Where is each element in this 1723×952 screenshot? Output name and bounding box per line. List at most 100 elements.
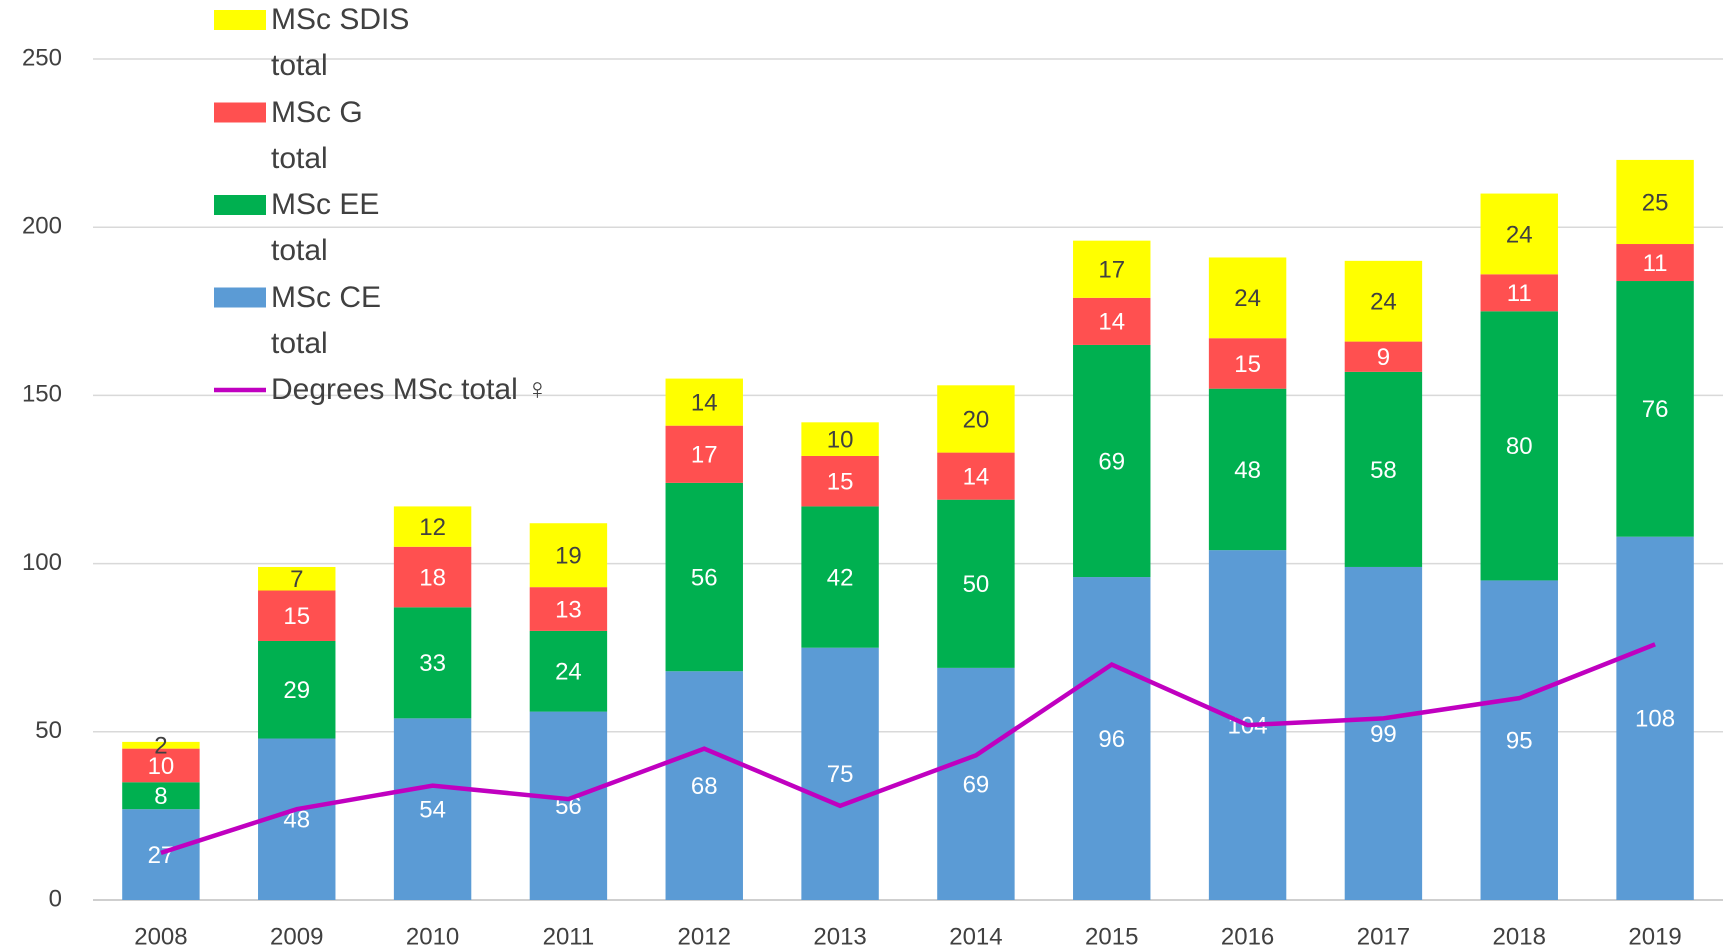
legend-label: MSc EE total [271,188,380,267]
data-label: 96 [1098,726,1125,753]
legend-marker [214,195,266,215]
bar-segment [665,378,743,426]
data-label: 20 [963,406,990,433]
data-label: 33 [419,650,446,677]
data-label: 9 [1377,344,1390,371]
x-tick-label: 2011 [543,923,595,950]
bar-segment [258,590,336,641]
data-label: 7 [290,566,303,593]
bar-segment [665,671,743,900]
legend-label: MSc SDIS total [271,3,410,82]
bar-segment [529,523,608,588]
data-label: 15 [283,603,310,630]
data-label: 24 [1234,285,1261,312]
bar-segment [1480,193,1558,275]
data-label: 54 [419,797,446,824]
bar-segment [1616,159,1694,245]
bar-segment [801,647,879,900]
data-label: 2 [154,733,167,760]
bar-segment [122,782,200,810]
data-label: 75 [827,761,854,788]
data-label: 76 [1642,396,1669,423]
bar-segment [1073,344,1151,578]
bar-segment [937,452,1015,500]
legend-label: MSc G total [271,95,363,175]
x-tick-label: 2010 [406,923,459,950]
legend-label: MSc CE total [271,280,382,360]
bar-segment [393,607,472,719]
x-tick-label: 2009 [270,923,323,950]
data-label: 69 [1098,448,1125,475]
bar-segment [529,630,608,712]
bar-segment [1208,257,1287,339]
data-label: 12 [419,514,446,541]
data-label: 58 [1370,457,1397,484]
bar-segment [1480,274,1558,312]
bar-segment [801,455,879,507]
data-label: 95 [1506,728,1533,755]
data-label: 42 [827,564,854,591]
data-label: 68 [691,773,718,800]
bar-segment [393,506,472,547]
bar-segment [529,587,608,631]
bar-segment [1616,244,1694,282]
x-tick-label: 2013 [813,923,866,950]
data-label: 17 [691,442,718,469]
bar-segment [393,546,472,608]
data-label: 108 [1635,706,1675,733]
bar-segment [801,422,879,456]
bar-segment [1480,580,1558,900]
legend-marker [214,102,266,123]
bar-segment [122,748,200,783]
data-label: 18 [419,564,446,591]
data-label: 17 [1098,257,1125,284]
bar-segment [937,667,1015,900]
bar-segment [937,499,1015,668]
data-label: 69 [963,771,990,798]
bar-segment [529,711,608,900]
y-tick-label: 50 [35,717,62,744]
data-label: 11 [1643,250,1668,277]
bar-segment [1344,260,1423,342]
bar-segment [1073,240,1151,298]
y-tick-label: 100 [22,549,62,576]
data-label: 99 [1370,721,1397,748]
x-tick-label: 2017 [1357,923,1410,950]
y-tick-label: 150 [22,381,62,408]
legend-marker [214,287,266,308]
data-label: 10 [148,753,175,780]
data-label: 14 [1098,309,1125,336]
x-tick-label: 2008 [134,923,187,950]
bar-segment [122,809,200,900]
y-tick-label: 200 [22,213,62,240]
data-label: 24 [1506,221,1533,248]
x-tick-label: 2012 [678,923,731,950]
data-label: 8 [154,783,167,810]
data-label: 15 [1234,351,1261,378]
data-label: 11 [1507,280,1532,307]
bar-segment [1344,371,1423,567]
bar-segment [258,566,336,591]
x-tick-label: 2014 [949,923,1002,950]
data-label: 27 [148,842,175,869]
bar-segment [122,741,200,749]
legend-marker [214,10,266,30]
data-label: 10 [827,426,854,453]
bar-segment [393,718,472,900]
legend-label: Degrees MSc total ♀ [271,373,549,406]
bar-segment [1073,297,1151,345]
x-tick-label: 2016 [1221,923,1274,950]
bar-segment [1344,566,1423,900]
bar-segment [1344,341,1423,372]
y-tick-label: 0 [49,885,62,912]
data-label: 48 [1234,457,1261,484]
y-tick-label: 250 [22,44,62,71]
x-tick-label: 2019 [1628,923,1681,950]
bar-segment [1480,311,1558,581]
bar-segment [937,385,1015,453]
bar-segment [1073,577,1151,900]
bar-segment [665,425,743,483]
data-label: 56 [691,564,718,591]
